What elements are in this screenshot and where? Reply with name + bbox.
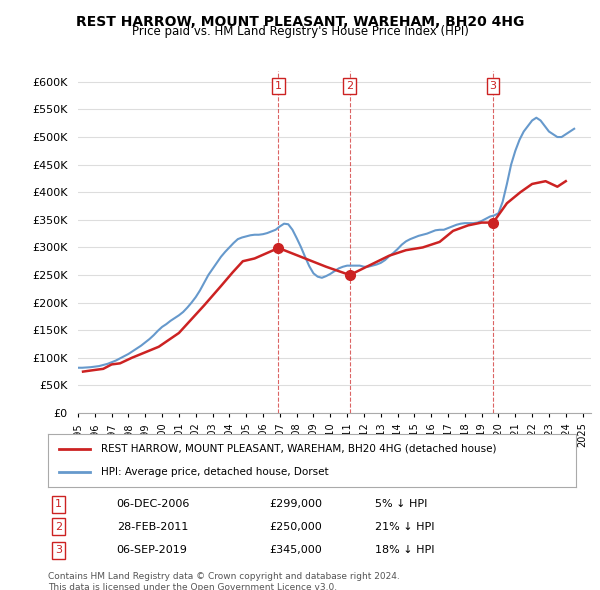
Text: 3: 3 [55,545,62,555]
Text: 06-SEP-2019: 06-SEP-2019 [116,545,188,555]
Text: £250,000: £250,000 [270,522,323,532]
Text: HPI: Average price, detached house, Dorset: HPI: Average price, detached house, Dors… [101,467,328,477]
Text: Price paid vs. HM Land Registry's House Price Index (HPI): Price paid vs. HM Land Registry's House … [131,25,469,38]
Text: £299,000: £299,000 [270,500,323,509]
Text: 2: 2 [346,81,353,91]
Text: 1: 1 [275,81,282,91]
Text: 3: 3 [490,81,497,91]
Text: 21% ↓ HPI: 21% ↓ HPI [376,522,435,532]
Text: Contains HM Land Registry data © Crown copyright and database right 2024.
This d: Contains HM Land Registry data © Crown c… [48,572,400,590]
Text: £345,000: £345,000 [270,545,323,555]
Text: REST HARROW, MOUNT PLEASANT, WAREHAM, BH20 4HG (detached house): REST HARROW, MOUNT PLEASANT, WAREHAM, BH… [101,444,496,454]
Text: 28-FEB-2011: 28-FEB-2011 [116,522,188,532]
Text: 5% ↓ HPI: 5% ↓ HPI [376,500,428,509]
Text: 06-DEC-2006: 06-DEC-2006 [116,500,190,509]
Text: REST HARROW, MOUNT PLEASANT, WAREHAM, BH20 4HG: REST HARROW, MOUNT PLEASANT, WAREHAM, BH… [76,15,524,29]
Text: 1: 1 [55,500,62,509]
Text: 2: 2 [55,522,62,532]
Text: 18% ↓ HPI: 18% ↓ HPI [376,545,435,555]
